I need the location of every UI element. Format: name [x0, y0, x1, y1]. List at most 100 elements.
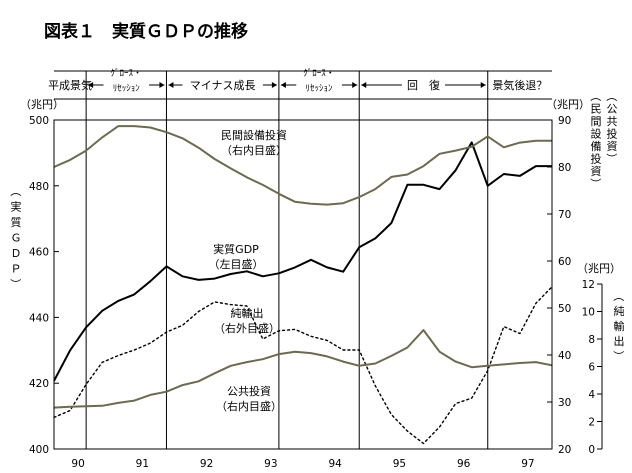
phase-bar: 平成景気 ｸﾞﾛｰｽ・ ﾘｾｯｼｮﾝ マイナス成長 ｸﾞﾛｰｽ・ ﾘｾｯｼｮﾝ 回 復 景気後…	[48, 68, 552, 449]
net-exports-label-name: 純輸出	[231, 306, 264, 320]
right-inner-axis-title-private-char: 資	[591, 165, 602, 178]
public-investment-line	[53, 329, 553, 409]
phase-arrowhead-left	[168, 82, 174, 88]
phase-label: 回 復	[407, 79, 440, 92]
left-axis-title-char: Ｇ	[11, 232, 22, 245]
right-outer-axis-title-char: 出	[614, 334, 625, 348]
right-inner-axis-title-private: （民間設備投資）	[589, 91, 602, 190]
net-exports-label-note: （右外目盛）	[214, 321, 280, 335]
private-investment-label-note: （右内目盛）	[221, 143, 287, 157]
right-outer-tick-label: 12	[582, 279, 595, 291]
right-inner-tick-label: 80	[558, 162, 571, 174]
phase-label-line: 回 復	[407, 79, 440, 92]
right-inner-axis-title-private-char: （	[589, 91, 602, 102]
phase-label-line: 景気後退？	[492, 78, 547, 92]
right-inner-tick-label: 60	[558, 256, 571, 268]
right-inner-tick-label: 70	[558, 209, 571, 221]
right-inner-axis-title-public: （公共投資）	[605, 91, 618, 165]
public-investment-label-note: （右内目盛）	[216, 399, 282, 413]
x-tick-label: 97	[521, 458, 534, 470]
left-tick-label: 400	[29, 444, 49, 456]
real-gdp-line	[53, 141, 552, 382]
right-outer-unit-label: （兆円）	[577, 262, 621, 275]
phase-label: ｸﾞﾛｰｽ・ ﾘｾｯｼｮﾝ	[303, 68, 335, 94]
right-inner-axis-title-public-char: ）	[605, 153, 618, 164]
private-investment-label-name: 民間設備投資	[221, 128, 287, 142]
left-axis-title: （ 実質ＧＤＰ ）	[9, 186, 22, 290]
right-inner-axis-title-public-char: 共	[607, 115, 618, 128]
x-tick-label: 91	[136, 458, 149, 470]
phase-label: マイナス成長	[190, 79, 256, 92]
phase-label: 平成景気	[48, 78, 92, 92]
right-inner-axis-title-public-char: 投	[607, 127, 618, 141]
right-outer-tick-label: 6	[588, 362, 595, 374]
phase-label-line: ｸﾞﾛｰｽ・	[111, 68, 143, 79]
right-outer-axis-title-char: （	[612, 291, 625, 302]
phase-arrowhead-right	[271, 82, 277, 88]
phase-label: 景気後退？	[492, 78, 547, 92]
left-tick-label: 500	[29, 115, 49, 127]
right-outer-tick-label: 2	[588, 417, 595, 429]
right-inner-tick-label: 40	[558, 350, 571, 362]
real-gdp-label-name: 実質GDP	[213, 242, 259, 256]
x-tick-label: 94	[328, 458, 342, 470]
right-outer-axis-title-char: ）	[612, 351, 625, 362]
phase-arrowhead-left	[361, 82, 367, 88]
right-inner-axis-title-public-char: 資	[607, 140, 618, 153]
left-axis-title-char: ）	[9, 279, 22, 290]
phase-label-line: ﾘｾｯｼｮﾝ	[113, 83, 141, 94]
plot-frame	[53, 119, 553, 450]
x-tick-label: 90	[71, 458, 84, 470]
phase-arrowhead-left	[88, 82, 94, 88]
right-inner-tick-label: 30	[558, 397, 571, 409]
left-axis-title-char: Ｐ	[11, 263, 22, 276]
right-inner-axis-title-private-char: 間	[591, 115, 602, 128]
phase-label-line: 平成景気	[48, 78, 92, 92]
phase-label: ｸﾞﾛｰｽ・ ﾘｾｯｼｮﾝ	[111, 68, 143, 94]
x-tick-label: 93	[264, 458, 277, 470]
x-tick-label: 92	[200, 458, 213, 470]
right-inner-tick-label: 50	[558, 303, 571, 315]
right-inner-unit-label: （兆円）	[546, 98, 590, 111]
phase-label-line: ﾘｾｯｼｮﾝ	[306, 83, 334, 94]
right-inner-axis-title-private-char: 投	[591, 152, 602, 166]
private-investment-line	[53, 125, 552, 206]
chart-title: 図表１ 実質ＧＤＰの推移	[44, 21, 248, 42]
phase-arrowhead-right	[352, 82, 358, 88]
phase-arrowhead-left	[280, 82, 286, 88]
axes: 400 420 440 460 480 500 20 30 40 50 60 70 80 90 0 2 4 6 8 1…	[9, 91, 625, 471]
series-labels: 民間設備投資（右内目盛）実質GDP（左目盛）純輸出（右外目盛）公共投資（右内目盛…	[209, 128, 288, 413]
public-investment-label-name: 公共投資	[227, 384, 271, 398]
left-axis-title-char: 質	[11, 215, 22, 229]
left-axis-title-char: （	[9, 186, 22, 197]
left-tick-label: 480	[29, 181, 49, 193]
right-outer-tick-label: 8	[588, 334, 595, 346]
right-outer-tick-label: 10	[582, 307, 595, 319]
right-outer-tick-label: 4	[588, 389, 595, 401]
x-tick-label: 95	[393, 458, 406, 470]
right-inner-axis-title-private-char: 設	[591, 127, 602, 141]
left-tick-label: 440	[29, 312, 49, 324]
right-inner-tick-label: 90	[558, 115, 571, 127]
plot-area	[53, 125, 553, 445]
left-tick-label: 460	[29, 247, 49, 259]
right-outer-axis-title-char: 純	[614, 305, 625, 318]
left-unit-label: （兆円）	[20, 98, 64, 111]
right-outer-axis-title-char: 輸	[614, 319, 625, 333]
right-outer-axis-title: （ 純輸出 ）	[612, 291, 625, 362]
net-exports-line	[53, 286, 553, 445]
phase-label-line: マイナス成長	[190, 79, 256, 92]
right-inner-axis-title-private-char: 備	[591, 140, 602, 153]
right-inner-axis-title-public-char: （	[605, 91, 618, 102]
phase-arrowhead-right	[480, 82, 486, 88]
real-gdp-label-note: （左目盛）	[209, 257, 264, 271]
left-axis-title-char: Ｄ	[11, 247, 22, 260]
right-inner-axis-title-private-char: 民	[591, 103, 602, 116]
left-tick-label: 420	[29, 378, 49, 390]
right-inner-axis-title-private-char: ）	[589, 178, 602, 189]
phase-label-line: ｸﾞﾛｰｽ・	[303, 68, 335, 79]
right-inner-tick-label: 20	[558, 444, 571, 456]
right-inner-axis-title-public-char: 公	[607, 103, 618, 116]
left-axis-title-char: 実	[11, 200, 22, 214]
